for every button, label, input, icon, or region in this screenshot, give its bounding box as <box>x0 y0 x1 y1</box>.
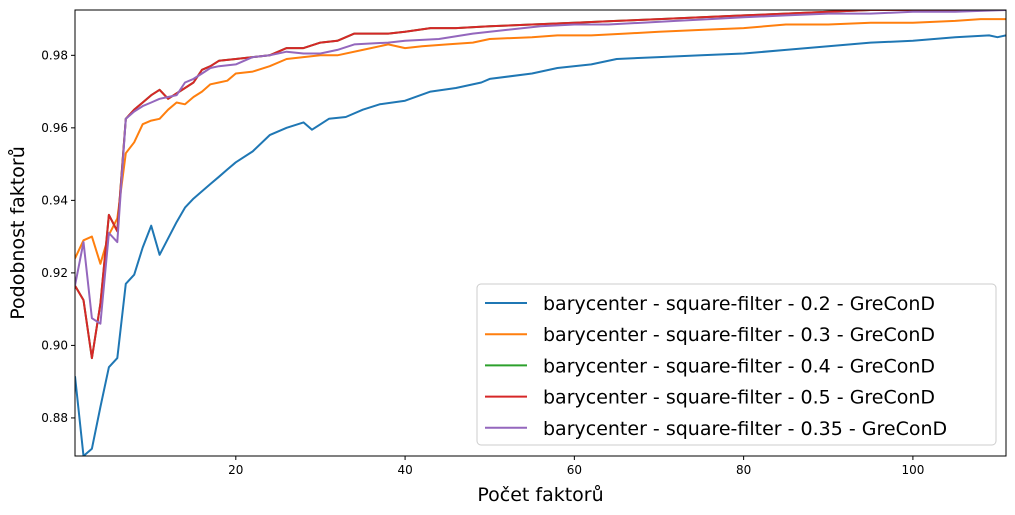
plot-frame <box>74 9 1007 457</box>
y-tick-label: 0.92 <box>41 266 68 280</box>
legend-label-1: barycenter - square-filter - 0.2 - GreCo… <box>543 293 935 315</box>
series-line-4 <box>75 10 1006 360</box>
legend: barycenter - square-filter - 0.2 - GreCo… <box>476 283 997 446</box>
y-axis-ticks: 0.88 0.90 0.92 0.94 0.96 0.98 <box>41 48 75 425</box>
x-tick-label: 40 <box>397 463 412 477</box>
series-line-2 <box>75 18 1006 265</box>
x-axis-ticks: 20 40 60 80 100 <box>228 456 924 477</box>
y-tick-label: 0.94 <box>41 193 68 207</box>
legend-label-3: barycenter - square-filter - 0.4 - GreCo… <box>543 355 935 377</box>
series-line-5 <box>75 10 1006 325</box>
x-tick-label: 60 <box>567 463 582 477</box>
series-lines <box>75 10 1006 456</box>
x-tick-label: 80 <box>736 463 751 477</box>
x-tick-label: 100 <box>901 463 924 477</box>
series-line-1 <box>75 34 1006 456</box>
legend-label-5: barycenter - square-filter - 0.35 - GreC… <box>543 418 947 440</box>
y-tick-label: 0.96 <box>41 121 68 135</box>
x-tick-label: 20 <box>228 463 243 477</box>
x-axis-title: Počet faktorů <box>477 484 603 506</box>
y-tick-label: 0.88 <box>41 411 68 425</box>
legend-label-4: barycenter - square-filter - 0.5 - GreCo… <box>543 387 935 409</box>
y-tick-label: 0.90 <box>41 338 68 352</box>
legend-box <box>476 283 997 446</box>
y-tick-label: 0.98 <box>41 48 68 62</box>
legend-label-2: barycenter - square-filter - 0.3 - GreCo… <box>543 324 935 346</box>
y-axis-title: Podobnost faktorů <box>7 146 29 319</box>
